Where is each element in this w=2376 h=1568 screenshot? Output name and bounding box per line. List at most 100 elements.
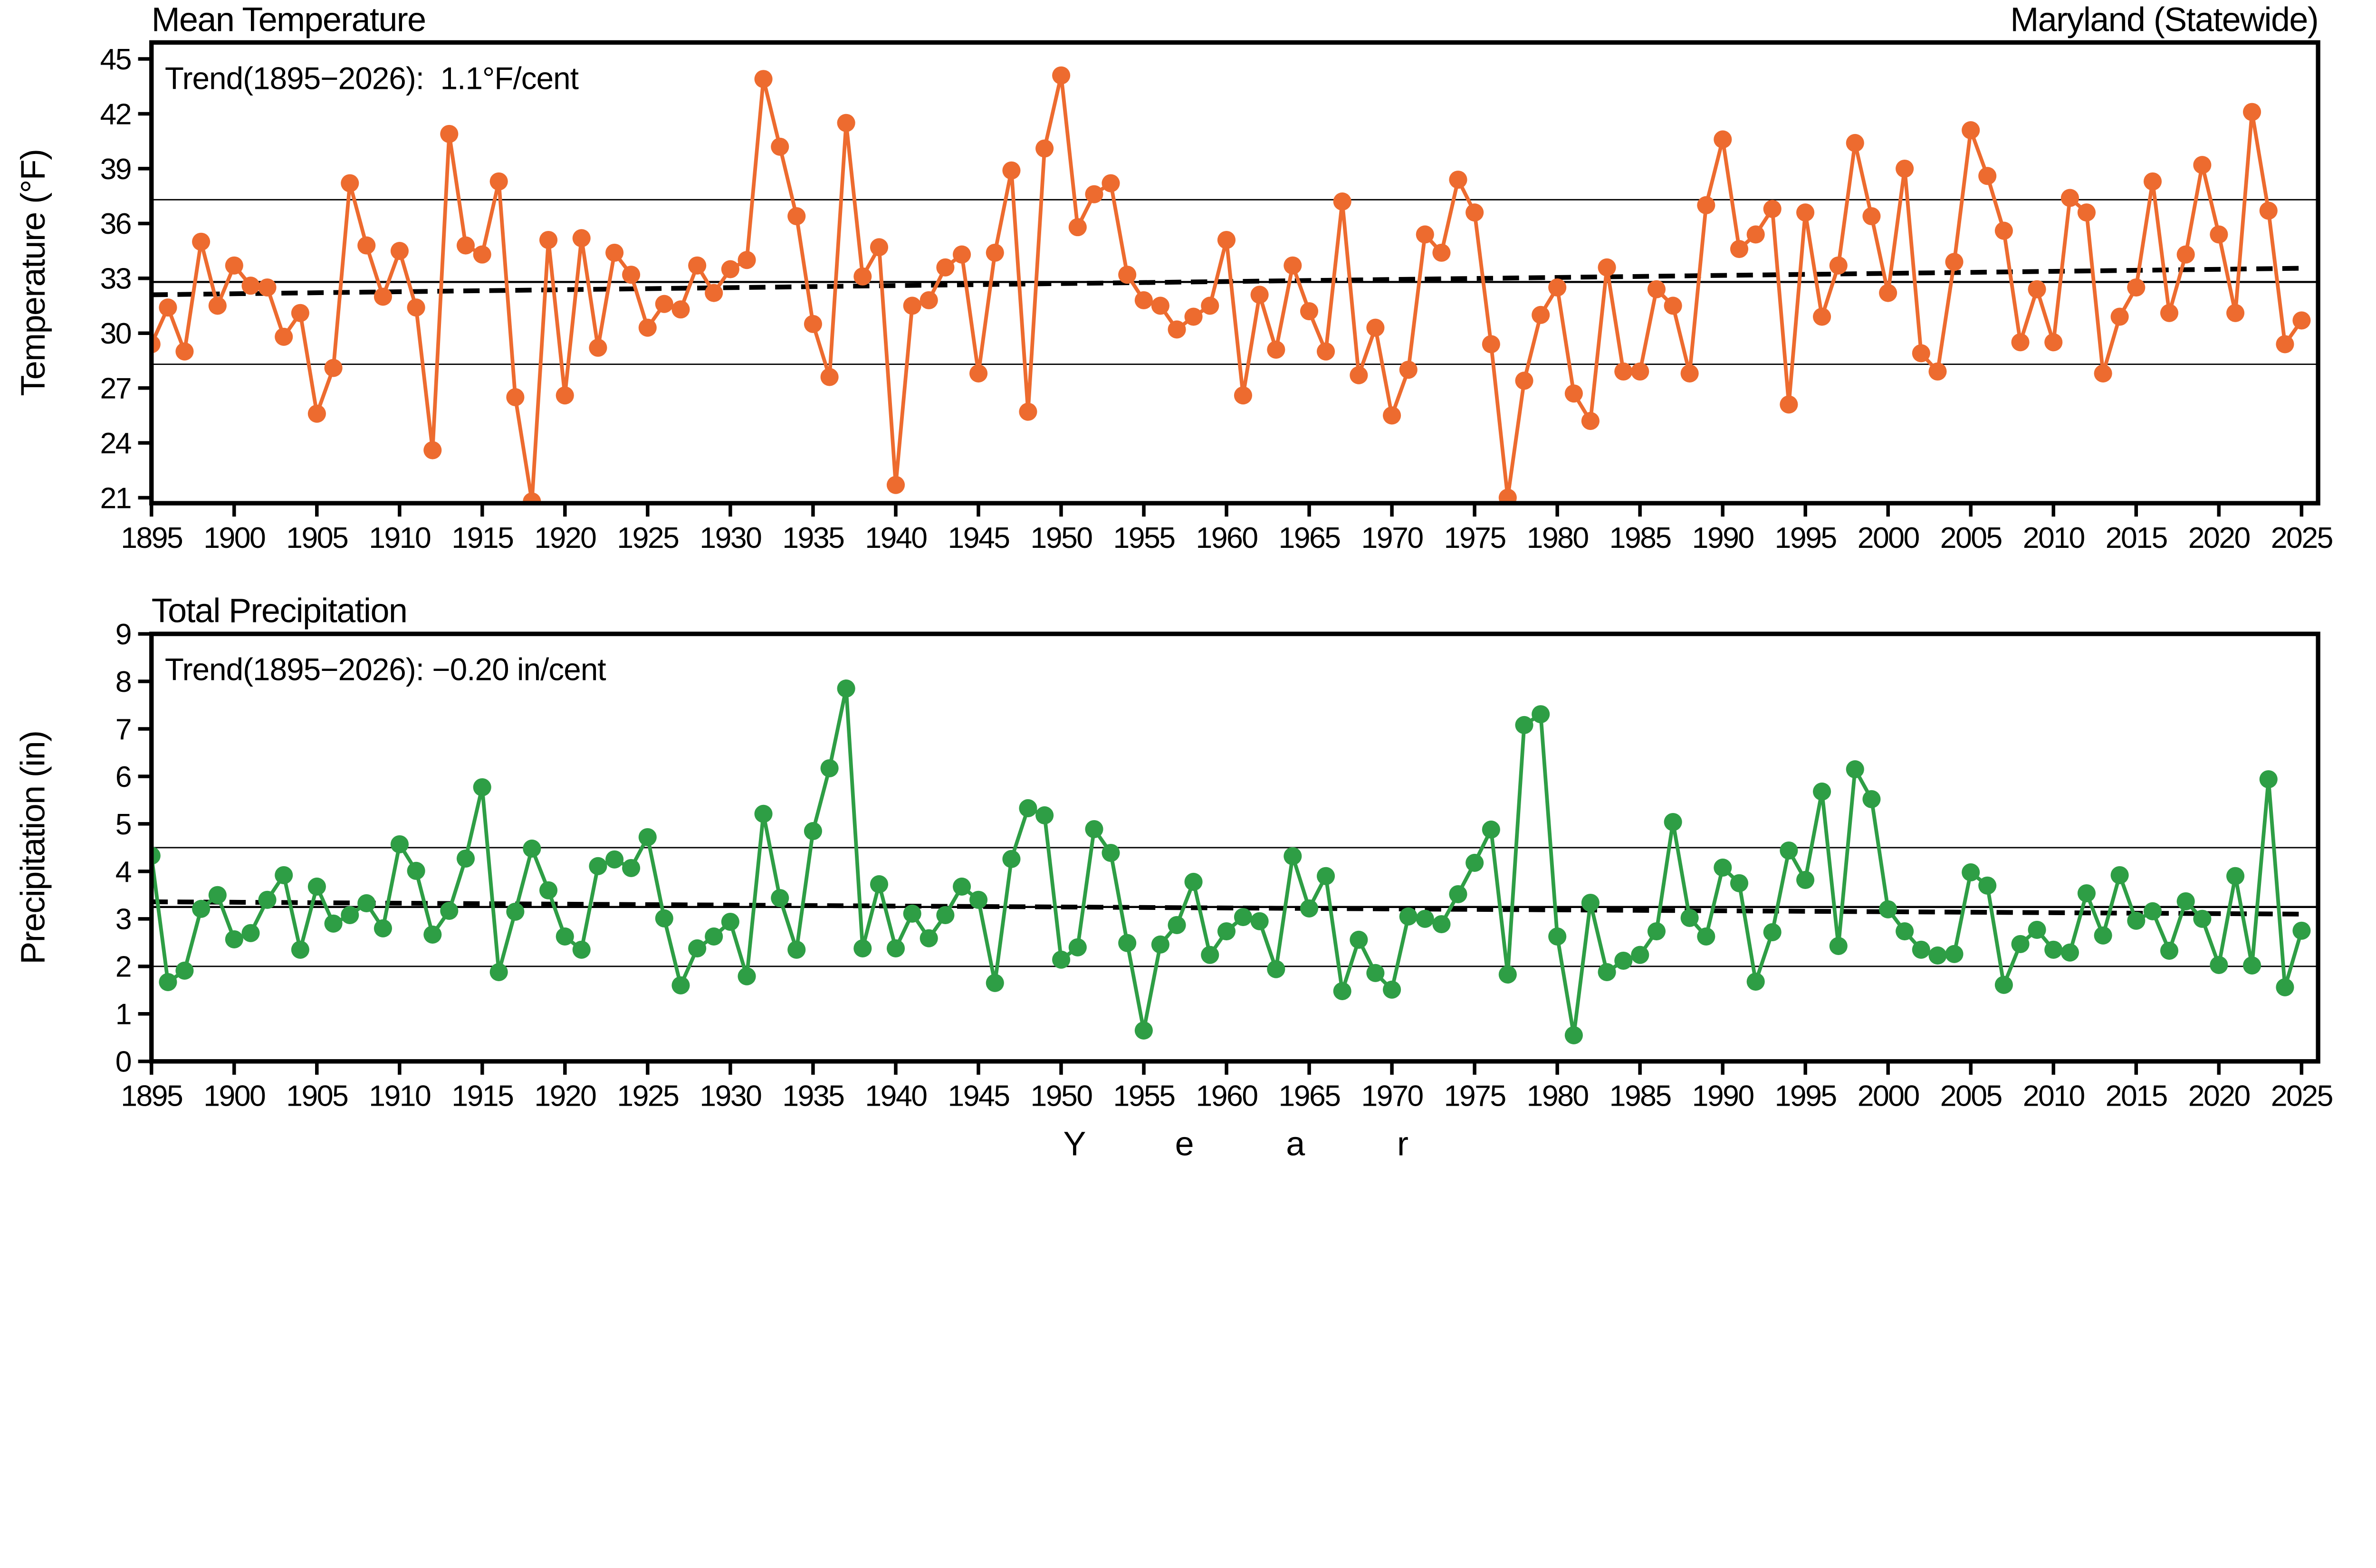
temp-marker-1934 — [787, 207, 806, 226]
precip-marker-1954 — [1118, 934, 1137, 952]
temp-marker-2015 — [2127, 278, 2146, 297]
precip-marker-2005 — [1962, 863, 1980, 882]
precip-marker-1961 — [1234, 908, 1252, 927]
precip-marker-1979 — [1532, 705, 1550, 724]
precip-y-tick-label: 1 — [115, 998, 131, 1031]
precip-marker-1982 — [1581, 893, 1600, 912]
precip-marker-1915 — [473, 778, 491, 796]
precip-x-tick-label: 1905 — [286, 1080, 348, 1113]
precip-x-tick-label: 1955 — [1113, 1080, 1175, 1113]
temp-marker-2003 — [1928, 362, 1947, 381]
precip-marker-1986 — [1647, 922, 1666, 941]
temp-marker-1978 — [1515, 372, 1533, 390]
precip-marker-1994 — [1780, 841, 1798, 860]
temp-x-tick-label: 1930 — [699, 521, 761, 555]
temp-marker-1955 — [1134, 291, 1153, 309]
temp-marker-1923 — [605, 243, 624, 262]
temp-marker-1916 — [489, 172, 508, 191]
precip-marker-1941 — [903, 904, 921, 923]
precip-x-tick-label: 1910 — [369, 1080, 431, 1113]
temp-marker-2023 — [2259, 201, 2278, 220]
precip-x-tick-label: 1945 — [948, 1080, 1009, 1113]
temp-marker-1905 — [307, 404, 326, 423]
precipitation-y-axis-title: Precipitation (in) — [14, 731, 52, 965]
precip-marker-1896 — [159, 973, 177, 991]
temp-marker-1947 — [1002, 161, 1021, 180]
temp-marker-2008 — [2011, 333, 2030, 352]
precip-marker-1976 — [1482, 820, 1500, 839]
precip-marker-1970 — [1383, 980, 1401, 999]
temp-x-tick-label: 2025 — [2271, 521, 2333, 555]
precip-marker-1951 — [1068, 938, 1087, 956]
temperature-chart: 21 24 27 30 33 36 39 42 45 1895 1900 1905 1910 1915 19… — [100, 40, 2334, 555]
precip-y-tick-label: 2 — [115, 950, 131, 984]
precip-marker-1921 — [572, 940, 591, 959]
precip-marker-1952 — [1085, 820, 1103, 839]
precip-marker-1919 — [539, 881, 558, 899]
precip-x-tick-label: 1965 — [1279, 1080, 1341, 1113]
precip-marker-1939 — [870, 875, 889, 894]
precip-marker-2012 — [2077, 884, 2096, 903]
temperature-trend-annotation: Trend(1895−2026): 1.1°F/cent — [165, 61, 579, 96]
temp-marker-1908 — [357, 236, 376, 255]
temp-marker-2018 — [2176, 245, 2195, 264]
temp-marker-1930 — [721, 260, 739, 278]
precip-marker-2024 — [2276, 978, 2294, 996]
temp-x-tick-label: 1965 — [1279, 521, 1341, 555]
precip-trend-line — [151, 899, 2302, 917]
temp-marker-1963 — [1267, 340, 1285, 359]
precip-marker-1936 — [820, 759, 839, 777]
precip-marker-2022 — [2243, 956, 2261, 975]
temp-trend-line — [151, 266, 2302, 297]
temp-marker-1999 — [1862, 207, 1881, 226]
precip-marker-1920 — [556, 927, 574, 946]
precip-y-tick-label: 5 — [115, 808, 131, 841]
temp-marker-1910 — [390, 242, 409, 260]
precip-x-tick-label: 1935 — [782, 1080, 844, 1113]
temp-marker-1956 — [1151, 296, 1169, 315]
precipitation-chart-title: Total Precipitation — [152, 592, 407, 630]
region-label: Maryland (Statewide) — [2010, 1, 2318, 39]
precip-x-tick-label: 1930 — [699, 1080, 761, 1113]
precip-marker-1917 — [506, 902, 525, 921]
precip-marker-1944 — [953, 877, 971, 896]
temp-marker-1901 — [241, 277, 260, 295]
precip-marker-1913 — [440, 901, 459, 920]
temp-marker-1974 — [1449, 171, 1467, 189]
precip-marker-1975 — [1466, 853, 1484, 872]
precip-marker-1912 — [423, 925, 442, 944]
precip-marker-1895 — [151, 846, 161, 865]
temp-marker-1981 — [1564, 384, 1583, 403]
temp-y-tick-label: 39 — [100, 153, 131, 186]
temp-marker-1954 — [1118, 266, 1137, 284]
precip-marker-2016 — [2143, 902, 2162, 920]
temp-x-tick-label: 1920 — [534, 521, 596, 555]
temp-x-tick-label: 1970 — [1361, 521, 1423, 555]
temp-marker-1928 — [688, 256, 707, 275]
precip-x-tick-label: 1940 — [865, 1080, 927, 1113]
precip-marker-1973 — [1432, 915, 1451, 934]
precip-marker-1918 — [523, 839, 541, 858]
temp-marker-1927 — [671, 300, 690, 319]
precip-marker-1956 — [1151, 935, 1169, 954]
precip-marker-2009 — [2028, 920, 2046, 939]
precip-marker-1968 — [1350, 930, 1368, 949]
temp-marker-2002 — [1912, 344, 1930, 363]
temp-marker-1945 — [969, 364, 988, 382]
temp-marker-1970 — [1383, 406, 1401, 425]
temp-x-tick-label: 2015 — [2106, 521, 2167, 555]
precip-marker-1988 — [1680, 908, 1699, 927]
precip-y-tick-label: 0 — [115, 1045, 131, 1079]
temp-marker-1939 — [870, 238, 889, 257]
temp-marker-1915 — [473, 245, 491, 264]
precip-marker-1916 — [489, 963, 508, 982]
precip-marker-2006 — [1978, 876, 1997, 895]
precip-marker-1983 — [1598, 963, 1616, 982]
temp-x-tick-label: 2010 — [2023, 521, 2085, 555]
precip-marker-1900 — [225, 930, 243, 948]
temp-marker-1992 — [1746, 225, 1765, 244]
precip-marker-1962 — [1250, 912, 1269, 930]
precip-marker-2020 — [2210, 956, 2228, 975]
temp-marker-1962 — [1250, 286, 1269, 304]
precip-marker-1931 — [738, 967, 756, 985]
